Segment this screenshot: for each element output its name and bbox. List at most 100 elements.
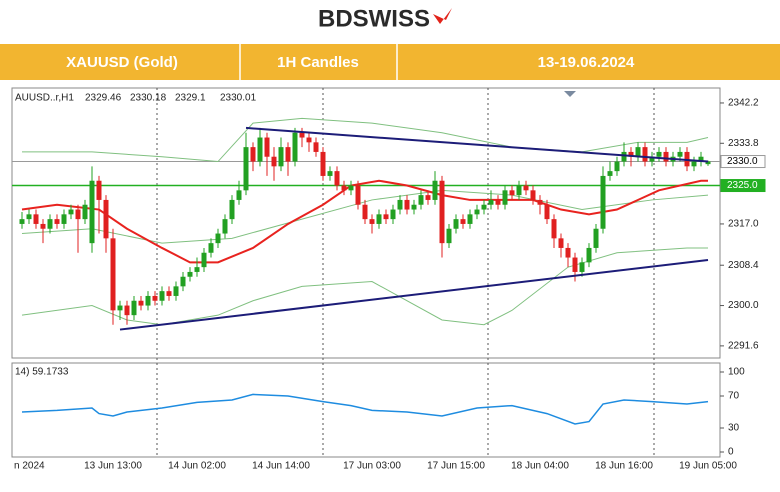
y-tick-label: 2291.6	[728, 341, 759, 352]
candle-body	[523, 185, 529, 191]
candle-body	[481, 204, 487, 210]
candle-body	[173, 286, 179, 296]
candle-body	[362, 204, 368, 220]
candle-body	[229, 199, 235, 220]
candle-body	[103, 199, 109, 239]
candle-body	[215, 233, 221, 244]
candle-body	[110, 238, 116, 311]
candle-body	[131, 300, 137, 316]
y-tick-label: 2308.4	[728, 260, 759, 271]
candle-body	[47, 219, 53, 229]
candle-body	[488, 199, 494, 205]
x-tick-label: n 2024	[14, 461, 45, 472]
candle-body	[250, 147, 256, 162]
candle-body	[341, 185, 347, 191]
candle-body	[502, 190, 508, 205]
symbol: AUUSD..r,H1	[15, 93, 74, 104]
logo-mark	[433, 8, 452, 24]
candle-body	[509, 190, 515, 196]
candle-body	[439, 180, 445, 244]
candle-body	[698, 156, 704, 162]
candle-body	[54, 219, 60, 224]
candle-body	[607, 171, 613, 176]
candle-body	[264, 137, 270, 157]
candle-body	[383, 214, 389, 220]
x-tick-label: 17 Jun 15:00	[427, 461, 485, 472]
candle-body	[565, 247, 571, 258]
candle-body	[537, 199, 543, 205]
rsi-tick-label: 0	[728, 447, 734, 458]
x-tick-label: 14 Jun 02:00	[168, 461, 226, 472]
price-line-label: 2330.0	[727, 156, 758, 167]
candle-body	[138, 300, 144, 306]
x-tick-label: 14 Jun 14:00	[252, 461, 310, 472]
candle-body	[26, 214, 32, 220]
candle-body	[397, 199, 403, 210]
candle-body	[117, 305, 123, 311]
rsi-label: 14) 59.1733	[15, 367, 69, 378]
candle-body	[278, 147, 284, 167]
candle-body	[656, 151, 662, 157]
candle-body	[236, 190, 242, 200]
x-tick-label: 13 Jun 13:00	[84, 461, 142, 472]
candle-body	[320, 151, 326, 176]
candle-body	[348, 185, 354, 191]
candle-body	[271, 156, 277, 167]
candle-body	[635, 147, 641, 157]
candle-body	[446, 228, 452, 244]
x-tick-label: 18 Jun 04:00	[511, 461, 569, 472]
candle-body	[222, 219, 228, 234]
candle-body	[474, 209, 480, 215]
candle-body	[306, 137, 312, 143]
header-bar	[0, 44, 780, 80]
rsi-tick-label: 30	[728, 423, 740, 434]
rsi-tick-label: 100	[728, 367, 745, 378]
candle-body	[691, 161, 697, 167]
y-tick-label: 2342.2	[728, 98, 759, 109]
candle-body	[649, 156, 655, 162]
y-tick-label: 2317.0	[728, 219, 759, 230]
candle-body	[628, 151, 634, 157]
candle-body	[96, 180, 102, 200]
candle-body	[201, 252, 207, 268]
candle-body	[369, 219, 375, 224]
candle-body	[243, 147, 249, 191]
candle-body	[642, 147, 648, 162]
trend-line	[245, 126, 709, 163]
trend-line	[119, 258, 709, 331]
candle-body	[544, 204, 550, 220]
candle-body	[404, 199, 410, 210]
candle-body	[61, 214, 67, 224]
candle-body	[593, 228, 599, 248]
candle-body	[313, 142, 319, 152]
ohlc-info: 2329.46	[85, 93, 122, 104]
ohlc-info: 2330.01	[220, 93, 257, 104]
price-line-box	[720, 179, 766, 193]
marker	[564, 91, 576, 97]
candle-body	[600, 175, 606, 229]
candle-body	[467, 214, 473, 224]
candle-body	[68, 209, 74, 215]
candle-body	[285, 147, 291, 162]
x-tick-label: 18 Jun 16:00	[595, 461, 653, 472]
x-tick-label: 19 Jun 05:00	[679, 461, 737, 472]
candle-body	[145, 295, 151, 306]
candle-body	[180, 276, 186, 287]
day-separators	[156, 88, 655, 457]
tab: 1H Candles	[277, 54, 359, 71]
logo: BDSWISS	[318, 5, 430, 32]
candle-body	[705, 161, 711, 165]
tab: XAUUSD (Gold)	[66, 54, 178, 71]
candle-body	[551, 219, 557, 239]
price-line-label: 2325.0	[727, 180, 758, 191]
candle-body	[292, 132, 298, 162]
price-frame	[11, 87, 721, 359]
y-tick-label: 2300.0	[728, 300, 759, 311]
candle-body	[376, 214, 382, 224]
rsi-tick-label: 70	[728, 391, 740, 402]
overlay-line	[22, 117, 709, 163]
candle-body	[516, 185, 522, 196]
candle-body	[166, 291, 172, 296]
candle-body	[460, 219, 466, 224]
